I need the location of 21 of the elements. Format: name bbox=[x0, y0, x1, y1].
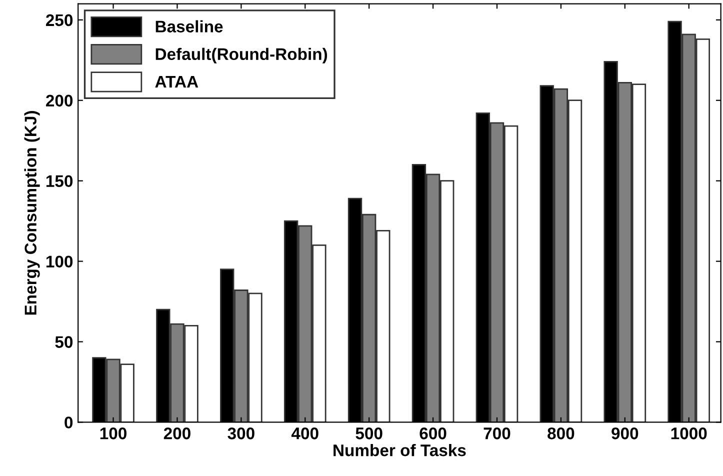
legend-label: ATAA bbox=[155, 76, 198, 88]
x-tick-label: 800 bbox=[548, 428, 574, 440]
legend-label: Default(Round-Robin) bbox=[156, 48, 328, 64]
x-tick-label: 1000 bbox=[671, 428, 707, 440]
x-tick-label: 700 bbox=[484, 428, 510, 440]
x-tick-label: 400 bbox=[291, 428, 318, 440]
y-tick-label: 0 bbox=[64, 416, 73, 428]
y-tick-label: 50 bbox=[55, 336, 73, 348]
x-tick-label: 500 bbox=[356, 428, 382, 440]
x-tick-label: 200 bbox=[164, 428, 190, 440]
legend-label: Baseline bbox=[156, 20, 223, 32]
y-tick-label: 100 bbox=[46, 256, 73, 268]
x-tick-label: 300 bbox=[228, 428, 254, 440]
x-tick-label: 600 bbox=[420, 428, 446, 440]
y-tick-label: 200 bbox=[46, 94, 73, 107]
x-tick-label: 100 bbox=[100, 428, 126, 440]
y-tick-label: 150 bbox=[46, 175, 73, 188]
y-tick-label: 250 bbox=[46, 14, 73, 26]
y-axis-title: Energy Consumption (KJ) bbox=[24, 111, 40, 315]
x-tick-label: 900 bbox=[612, 428, 638, 440]
x-axis-title: Number of Tasks bbox=[334, 444, 466, 456]
